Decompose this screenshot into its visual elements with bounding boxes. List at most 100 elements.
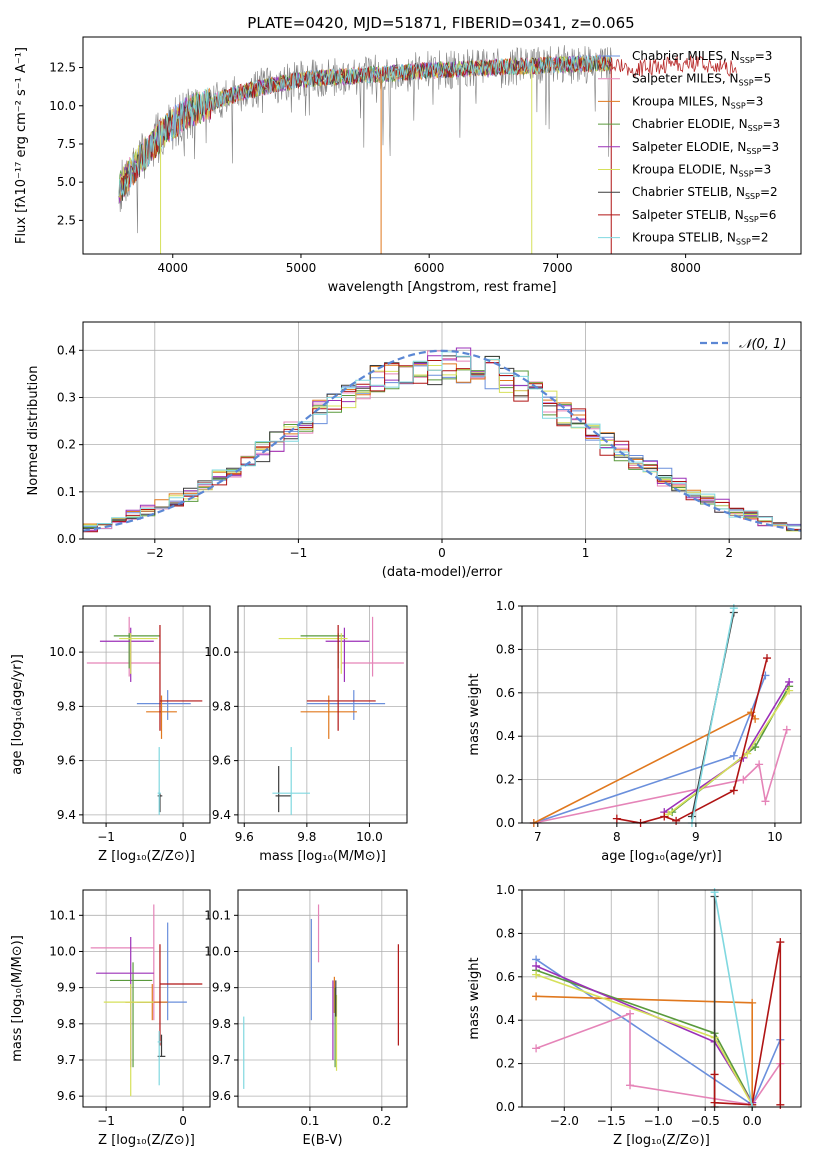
y-tick-label: 12.5 bbox=[49, 61, 76, 75]
mass-vs-EBV-panel: 0.1 0.2 9.6 9.7 9.8 9.9 10.0 10.1 E(B-V) bbox=[204, 889, 408, 1148]
y-tick-label: 9.9 bbox=[57, 981, 76, 995]
series-line-kroupa-stelib bbox=[691, 608, 735, 824]
y-tick-label: 9.7 bbox=[57, 1053, 76, 1067]
y-tick-label: 9.8 bbox=[212, 1017, 231, 1031]
series-marker-salpeter-stelib bbox=[672, 816, 681, 825]
y-tick-label: 9.7 bbox=[212, 1053, 231, 1067]
x-tick-label: 0.0 bbox=[743, 1114, 762, 1128]
x-tick-label: 2 bbox=[725, 546, 733, 560]
series-marker-kroupa-elodie bbox=[743, 749, 752, 758]
series-line-kroupa-stelib bbox=[713, 892, 753, 1108]
x-tick-label: 0 bbox=[438, 546, 446, 560]
x-tick-label: 0.2 bbox=[372, 1114, 391, 1128]
y-tick-label: 10.0 bbox=[49, 645, 76, 659]
series-marker-salpeter-miles bbox=[626, 1009, 635, 1018]
model-line-salpeter-stelib bbox=[118, 55, 737, 197]
residual-legend: 𝒩(0, 1) bbox=[700, 337, 786, 352]
series-marker-salpeter-stelib bbox=[776, 1100, 785, 1109]
y-tick-label: 10.0 bbox=[204, 944, 231, 958]
series-marker-salpeter-miles bbox=[739, 775, 748, 784]
y-tick-label: 9.8 bbox=[57, 699, 76, 713]
legend-label-chabrier-stelib: Chabrier STELIB, NSSP=2 bbox=[632, 185, 778, 201]
y-tick-label: 0.4 bbox=[496, 729, 515, 743]
series-marker-salpeter-miles bbox=[782, 725, 791, 734]
legend-label-chabrier-elodie: Chabrier ELODIE, NSSP=3 bbox=[632, 117, 780, 133]
axes-frame bbox=[82, 36, 802, 255]
x-tick-label: 4000 bbox=[157, 261, 188, 275]
y-tick-label: 10.0 bbox=[204, 645, 231, 659]
x-tick-label: 9 bbox=[692, 830, 700, 844]
y-tick-label: 0.3 bbox=[57, 390, 76, 404]
figure-title: PLATE=0420, MJD=51871, FIBERID=0341, z=0… bbox=[247, 14, 634, 32]
y-tick-label: 10.0 bbox=[49, 99, 76, 113]
age-vs-Z-ylabel: age [log₁₀(age/yr)] bbox=[10, 654, 25, 775]
series-marker-chabrier-miles bbox=[729, 751, 738, 760]
y-tick-label: 1.0 bbox=[496, 883, 515, 897]
y-tick-label: 0.0 bbox=[57, 532, 76, 546]
series-line-kroupa-miles bbox=[533, 711, 756, 824]
series-line-kroupa-elodie bbox=[535, 973, 753, 1106]
y-tick-label: 0.0 bbox=[496, 816, 515, 830]
x-tick-label: −2 bbox=[146, 546, 164, 560]
x-tick-label: 9.6 bbox=[235, 830, 254, 844]
residual-xlabel: (data-model)/error bbox=[382, 565, 503, 580]
series-marker-kroupa-stelib bbox=[710, 888, 719, 897]
y-tick-label: 5.0 bbox=[57, 175, 76, 189]
series-marker-salpeter-miles bbox=[755, 760, 764, 769]
series-marker-salpeter-stelib bbox=[729, 786, 738, 795]
y-tick-label: 9.8 bbox=[57, 1017, 76, 1031]
normal-curve-line bbox=[83, 349, 801, 532]
model-line-kroupa-stelib bbox=[118, 54, 612, 197]
y-tick-label: 0.4 bbox=[496, 1013, 515, 1027]
spectrum-xlabel: wavelength [Angstrom, rest frame] bbox=[328, 280, 557, 295]
x-tick-label: 10 bbox=[767, 830, 782, 844]
x-tick-label: 6000 bbox=[414, 261, 445, 275]
series-marker-kroupa-elodie bbox=[532, 970, 541, 979]
axes-frame bbox=[521, 605, 802, 824]
legend-label-kroupa-stelib: Kroupa STELIB, NSSP=2 bbox=[632, 231, 769, 247]
y-tick-label: 9.4 bbox=[212, 808, 231, 822]
axes-frame bbox=[237, 889, 408, 1108]
spectrum-panel: Chabrier MILES, NSSP=3 Salpeter MILES, NS… bbox=[14, 36, 802, 295]
y-tick-label: 0.4 bbox=[57, 343, 76, 357]
y-tick-label: 9.9 bbox=[212, 981, 231, 995]
spectrum-ylabel: Flux [fλ10⁻¹⁷ erg cm⁻² s⁻¹ A⁻¹] bbox=[14, 47, 29, 244]
x-tick-label: −1.5 bbox=[597, 1114, 626, 1128]
y-tick-label: 10.1 bbox=[204, 908, 231, 922]
x-tick-label: 7 bbox=[534, 830, 542, 844]
y-tick-label: 0.2 bbox=[496, 773, 515, 787]
series-marker-salpeter-elodie bbox=[532, 961, 541, 970]
residual-panel: 𝒩(0, 1) −2 −1 0 1 2 0.0 0.1 0.2 0.3 0.4 (data-mod… bbox=[26, 321, 802, 580]
series-line-kroupa-elodie bbox=[667, 690, 790, 815]
age-vs-mass-xlabel: mass [log₁₀(M/M⊙)] bbox=[259, 849, 386, 864]
y-tick-label: 0.6 bbox=[496, 970, 515, 984]
series-line-salpeter-stelib bbox=[616, 657, 768, 824]
mass-vs-EBV-xlabel: E(B-V) bbox=[302, 1133, 342, 1148]
axes-frame bbox=[82, 605, 211, 824]
x-tick-label: 5000 bbox=[286, 261, 317, 275]
y-tick-label: 10.1 bbox=[49, 908, 76, 922]
axes-frame bbox=[82, 889, 211, 1108]
x-tick-label: 9.8 bbox=[297, 830, 316, 844]
series-line-salpeter-miles bbox=[533, 729, 788, 824]
age-vs-Z-xlabel: Z [log₁₀(Z/Z⊙)] bbox=[98, 849, 195, 864]
massweight-vs-Z-ylabel: mass weight bbox=[467, 957, 482, 1039]
axes-frame bbox=[521, 889, 802, 1108]
y-tick-label: 10.0 bbox=[49, 944, 76, 958]
x-tick-label: 7000 bbox=[542, 261, 573, 275]
series-marker-salpeter-stelib bbox=[763, 654, 772, 663]
series-line-chabrier-elodie bbox=[671, 685, 790, 813]
x-tick-label: −1 bbox=[97, 830, 115, 844]
y-tick-label: 9.6 bbox=[57, 1089, 76, 1103]
x-tick-label: 10.0 bbox=[356, 830, 383, 844]
y-tick-label: 0.1 bbox=[57, 485, 76, 499]
x-tick-label: 8000 bbox=[670, 261, 701, 275]
series-marker-salpeter-stelib bbox=[710, 1098, 719, 1107]
age-vs-mass-panel: 9.6 9.8 10.0 9.4 9.6 9.8 10.0 mass [log₁₀(M/M⊙… bbox=[204, 605, 408, 864]
x-tick-label: −2.0 bbox=[550, 1114, 579, 1128]
series-marker-kroupa-stelib bbox=[729, 604, 738, 613]
x-tick-label: 0 bbox=[179, 1114, 187, 1128]
x-tick-label: −0.5 bbox=[691, 1114, 720, 1128]
x-tick-label: −1.0 bbox=[644, 1114, 673, 1128]
y-tick-label: 0.6 bbox=[496, 686, 515, 700]
